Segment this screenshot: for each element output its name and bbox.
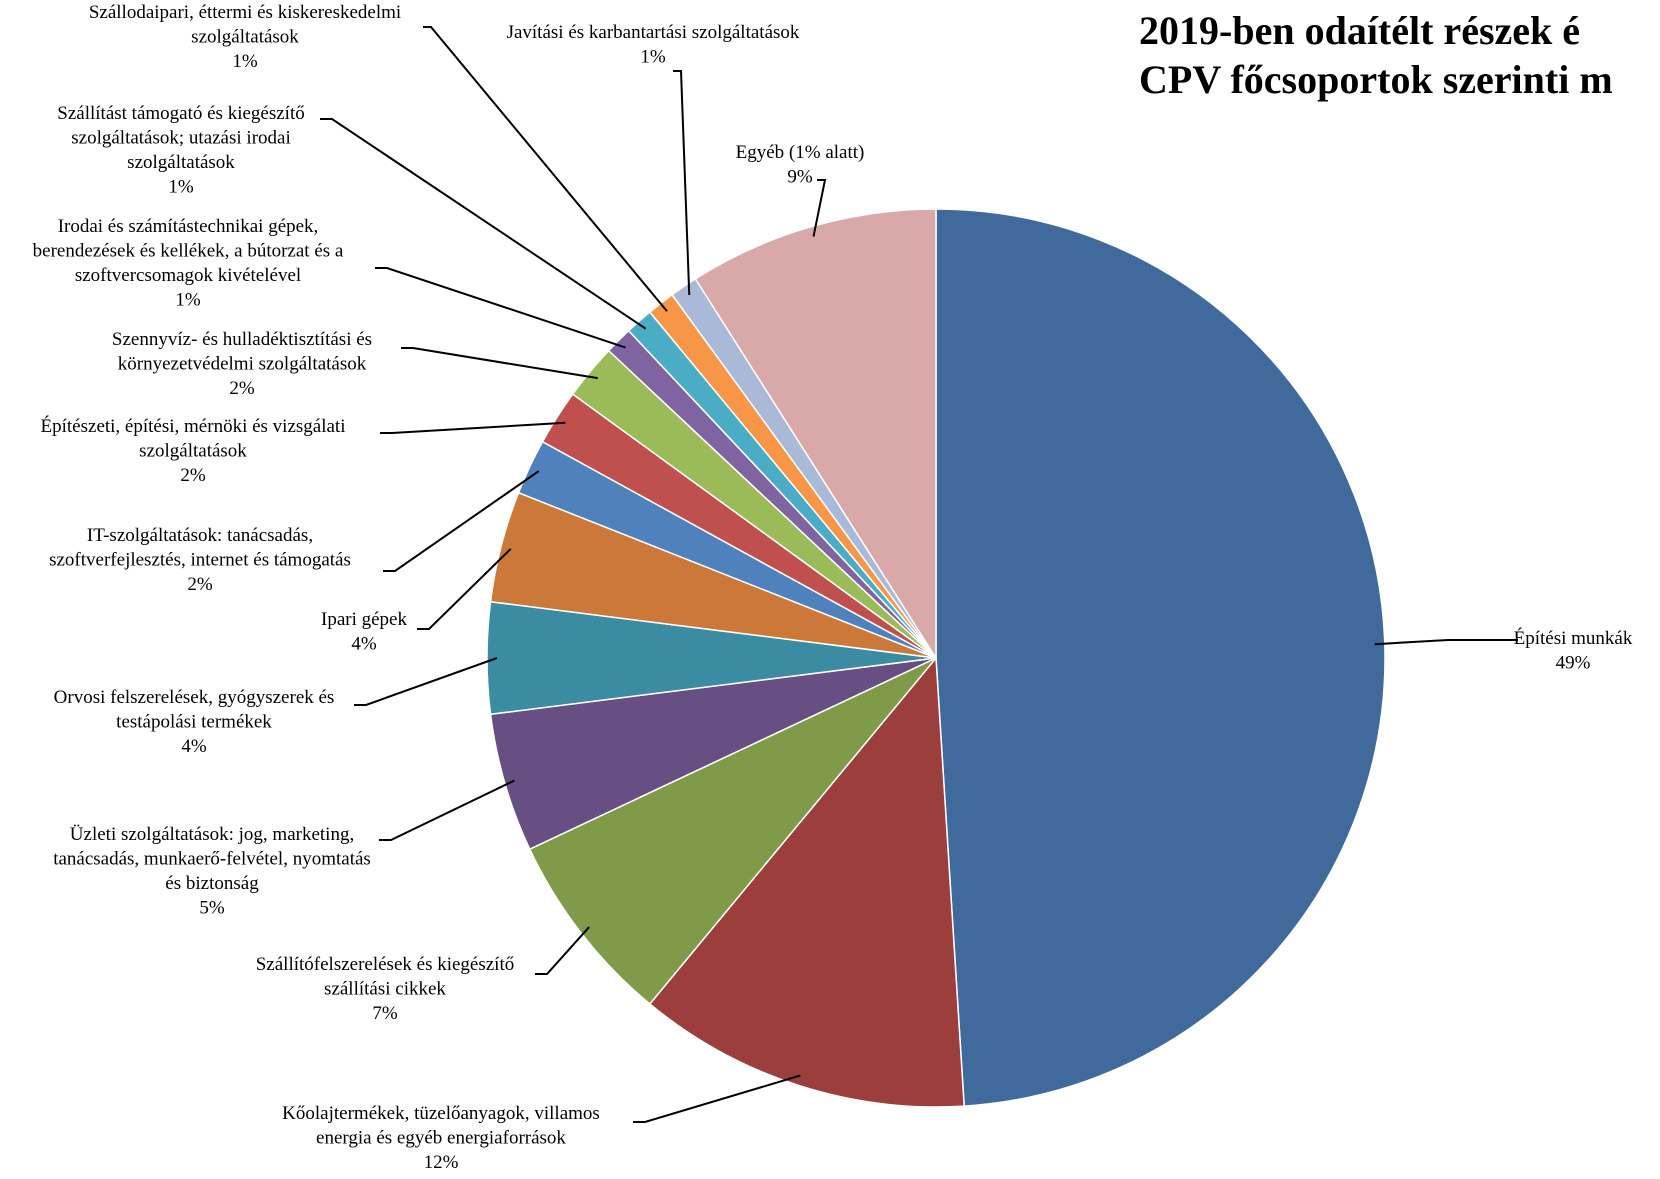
slice-category-label: Szállítást támogató és kiegészítő xyxy=(57,103,304,124)
slice-category-label: szolgáltatások xyxy=(127,152,235,173)
slice-percent-label: 1% xyxy=(175,290,201,311)
slice-percent-label: 2% xyxy=(229,378,255,399)
slice-labels: Építési munkák 49% Kőolajtermékek, tüzelőa… xyxy=(33,2,1633,1173)
leader-line xyxy=(379,779,515,841)
slice-category-label: Építészeti, építési, mérnöki és vizsgála… xyxy=(41,415,346,437)
slice-percent-label: 4% xyxy=(351,634,377,655)
slice-category-label: és biztonság xyxy=(165,873,259,894)
slice-category-label: szolgáltatások xyxy=(191,27,299,48)
pie-slice xyxy=(694,208,937,661)
leader-line xyxy=(633,1074,801,1123)
chart-title-line: 2019-ben odaítélt részek é xyxy=(1139,8,1580,53)
slice-category-label: Irodai és számítástechnikai gépek, xyxy=(58,216,319,237)
slice-percent-label: 49% xyxy=(1556,653,1591,674)
pie-slices xyxy=(486,208,1386,1108)
chart-title-line: CPV főcsoportok szerinti m xyxy=(1139,57,1613,102)
slice-percent-label: 1% xyxy=(640,47,666,68)
slice-percent-label: 4% xyxy=(181,736,207,757)
leader-line xyxy=(401,347,598,380)
slice-percent-label: 12% xyxy=(424,1152,459,1173)
slice-category-label: Szennyvíz- és hulladéktisztítási és xyxy=(112,329,372,350)
slice-category-label: Ipari gépek xyxy=(321,609,407,630)
leader-line xyxy=(320,118,647,330)
slice-category-label: tanácsadás, munkaerő-felvétel, nyomtatás xyxy=(53,849,371,870)
slice-category-label: Javítási és karbantartási szolgáltatások xyxy=(507,22,800,43)
leader-line xyxy=(535,926,590,975)
slice-category-label: Egyéb (1% alatt) xyxy=(736,142,865,163)
slice-category-label: Orvosi felszerelések, gyógyszerek és xyxy=(54,687,335,708)
slice-category-label: IT-szolgáltatások: tanácsadás, xyxy=(87,525,313,546)
slice-category-label: Kőolajtermékek, tüzelőanyagok, villamos xyxy=(282,1103,600,1124)
slice-category-label: szállítási cikkek xyxy=(324,979,446,1000)
slice-percent-label: 9% xyxy=(787,167,813,188)
slice-category-label: Szállítófelszerelések és kiegészítő xyxy=(256,954,515,975)
leader-line xyxy=(380,421,566,434)
pie-slice xyxy=(648,656,965,1108)
slice-category-label: szoftvercsomagok kivételével xyxy=(75,265,301,286)
slice-category-label: Üzleti szolgáltatások: jog, marketing, xyxy=(70,824,354,845)
slice-category-label: Építési munkák xyxy=(1514,627,1633,649)
slice-category-label: Szállodaipari, éttermi és kiskereskedelm… xyxy=(89,2,401,23)
leader-line xyxy=(673,70,691,295)
slice-category-label: környezetvédelmi szolgáltatások xyxy=(118,354,367,375)
slice-percent-label: 1% xyxy=(232,51,258,72)
slice-percent-label: 2% xyxy=(180,465,206,486)
leader-line xyxy=(375,267,626,349)
leader-line xyxy=(354,657,498,706)
leader-line xyxy=(383,470,540,572)
slice-category-label: szolgáltatások xyxy=(139,441,247,462)
slice-category-label: szoftverfejlesztés, internet és támogatá… xyxy=(49,550,351,571)
slice-percent-label: 1% xyxy=(168,177,194,198)
leader-lines xyxy=(320,26,1518,1123)
slice-percent-label: 5% xyxy=(199,898,225,919)
slice-category-label: berendezések és kellékek, a bútorzat és … xyxy=(33,241,344,262)
slice-percent-label: 2% xyxy=(187,574,213,595)
slice-category-label: szolgáltatások; utazási irodai xyxy=(71,128,290,149)
leader-line xyxy=(1374,639,1518,646)
slice-category-label: testápolási termékek xyxy=(116,712,272,733)
pie-slice xyxy=(935,208,1386,1107)
leader-line xyxy=(423,26,668,312)
slice-percent-label: 7% xyxy=(372,1003,398,1024)
leader-line xyxy=(417,548,512,630)
slice-category-label: energia és egyéb energiaforrások xyxy=(316,1128,566,1149)
pie-slice xyxy=(528,657,937,1006)
leader-line xyxy=(812,179,827,237)
